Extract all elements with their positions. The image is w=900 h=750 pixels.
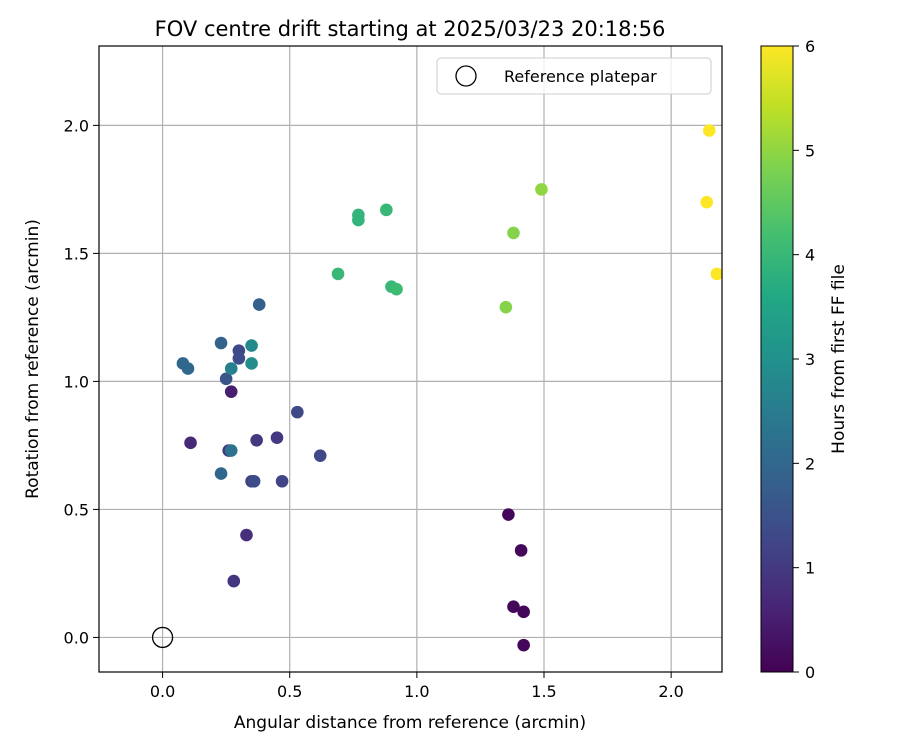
data-point — [517, 638, 530, 652]
colorbar-tick-label: 6 — [805, 37, 815, 56]
legend-box — [436, 57, 712, 95]
data-point — [710, 267, 722, 281]
data-point — [224, 362, 238, 375]
data-point — [224, 385, 238, 398]
colorbar: 0 1 2 3 4 5 6 Hours from first FF file — [760, 37, 849, 682]
x-tick-label: 1.0 — [404, 682, 429, 701]
y-tick-label: 1.5 — [64, 244, 89, 263]
x-axis-ticks: 0.0 0.5 1.0 1.5 2.0 — [150, 672, 684, 701]
data-point — [214, 336, 228, 350]
data-point — [390, 282, 403, 296]
data-point — [352, 213, 365, 227]
data-point — [380, 203, 393, 217]
data-point — [507, 226, 520, 240]
data-point — [184, 436, 197, 450]
chart-title: FOV centre drift starting at 2025/03/23 … — [155, 17, 666, 41]
data-point — [313, 449, 327, 462]
data-point — [291, 405, 304, 419]
data-point — [245, 357, 258, 370]
y-axis-title: Rotation from reference (arcmin) — [23, 219, 43, 499]
colorbar-tick-label: 4 — [805, 246, 815, 265]
legend: Reference platepar — [436, 57, 712, 95]
y-axis-ticks: 0.0 0.5 1.0 1.5 2.0 — [64, 116, 99, 647]
colorbar-tick-label: 0 — [805, 663, 815, 682]
data-point — [499, 300, 513, 314]
x-tick-label: 0.0 — [150, 682, 175, 701]
data-point — [250, 433, 263, 447]
data-point — [700, 195, 714, 209]
data-point — [214, 467, 228, 480]
y-tick-label: 0.5 — [64, 500, 89, 519]
data-point — [176, 357, 190, 370]
colorbar-tick-label: 3 — [805, 350, 815, 369]
data-point — [219, 372, 233, 386]
data-point — [331, 267, 345, 281]
legend-label-reference: Reference platepar — [504, 67, 657, 86]
plot-frame — [98, 45, 723, 673]
data-point — [517, 605, 530, 619]
data-point — [275, 474, 289, 488]
data-point — [247, 474, 261, 488]
colorbar-title: Hours from first FF file — [829, 264, 849, 454]
data-point — [535, 183, 548, 196]
data-point — [240, 528, 253, 542]
data-point — [252, 298, 266, 311]
legend-marker-reference — [455, 65, 477, 87]
y-tick-label: 2.0 — [64, 116, 89, 135]
data-point — [232, 352, 246, 365]
data-point — [507, 600, 520, 614]
colorbar-tick-label: 2 — [805, 454, 815, 473]
y-tick-label: 1.0 — [64, 372, 89, 391]
x-tick-label: 0.5 — [277, 682, 302, 701]
x-axis-title: Angular distance from reference (arcmin) — [234, 713, 586, 733]
data-point — [502, 508, 515, 521]
colorbar-tick-label: 5 — [805, 141, 815, 160]
x-tick-label: 1.5 — [531, 682, 556, 701]
data-point — [224, 444, 238, 457]
plot-grid — [99, 46, 722, 672]
data-point — [702, 124, 716, 137]
colorbar-gradient — [760, 45, 794, 673]
data-point — [227, 574, 241, 588]
x-tick-label: 2.0 — [658, 682, 683, 701]
colorbar-ticks: 0 1 2 3 4 5 6 — [793, 37, 815, 682]
data-point — [270, 431, 284, 445]
reference-platepar-marker — [151, 626, 174, 649]
data-point — [245, 339, 258, 352]
data-point — [514, 544, 528, 557]
colorbar-tick-label: 1 — [805, 559, 815, 578]
plot-points — [151, 124, 722, 652]
y-tick-label: 0.0 — [64, 628, 89, 647]
